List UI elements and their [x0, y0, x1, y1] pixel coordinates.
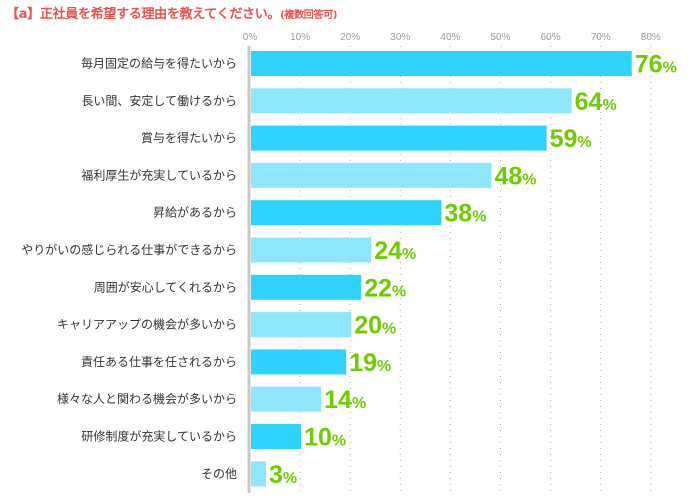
- category-label: キャリアアップの機会が多いから: [57, 317, 237, 332]
- bar: [251, 200, 442, 226]
- tick-label: 50%: [490, 32, 510, 43]
- tick-label: 80%: [641, 32, 661, 43]
- value-label: 20%: [354, 312, 396, 340]
- bar: [251, 349, 347, 375]
- bar: [251, 424, 302, 449]
- tick-label: 30%: [390, 32, 410, 43]
- category-label: 毎月固定の給与を得たいから: [81, 56, 237, 71]
- category-label: 賞与を得たいから: [141, 130, 237, 145]
- value-label: 64%: [575, 88, 617, 116]
- bar: [251, 88, 572, 114]
- category-label: 福利厚生が充実しているから: [81, 167, 237, 182]
- bar: [251, 125, 547, 151]
- value-label: 59%: [550, 125, 592, 153]
- category-label: 研修制度が充実しているから: [81, 429, 237, 444]
- title-text: 【a】正社員を希望する理由を教えてください。: [6, 7, 281, 22]
- bar: [251, 237, 372, 263]
- bar: [251, 274, 362, 300]
- category-label: 長い間、安定して働けるから: [81, 93, 237, 108]
- value-label: 22%: [364, 274, 406, 302]
- tick-label: 0%: [243, 32, 258, 43]
- category-label: 責任ある仕事を任されるから: [81, 355, 237, 369]
- tick-label: 40%: [440, 32, 460, 43]
- category-label: やりがいの感じられる仕事ができるから: [21, 242, 237, 257]
- bar: [251, 162, 492, 188]
- bar: [251, 312, 352, 338]
- category-label: 様々な人と関わる機会が多いから: [57, 391, 237, 406]
- value-label: 24%: [374, 237, 416, 265]
- value-label: 14%: [324, 386, 366, 414]
- bar: [251, 51, 632, 76]
- tick-label: 10%: [290, 32, 310, 43]
- category-label: その他: [201, 467, 237, 481]
- value-label: 48%: [494, 162, 536, 190]
- bar: [251, 386, 322, 412]
- tick-label: 70%: [591, 32, 611, 43]
- value-label: 38%: [444, 200, 486, 228]
- chart-title: 【a】正社員を希望する理由を教えてください。(複数回答可): [6, 3, 337, 22]
- value-label: 10%: [304, 424, 346, 452]
- bar: [251, 461, 267, 487]
- category-label: 昇給があるから: [153, 205, 237, 220]
- value-label: 3%: [269, 461, 297, 489]
- subtitle-text: (複数回答可): [280, 10, 338, 21]
- category-label: 周囲が安心してくれるから: [94, 279, 237, 294]
- tick-label: 60%: [541, 32, 561, 43]
- value-label: 19%: [349, 349, 391, 377]
- value-label: 76%: [635, 51, 677, 79]
- tick-label: 20%: [340, 32, 360, 43]
